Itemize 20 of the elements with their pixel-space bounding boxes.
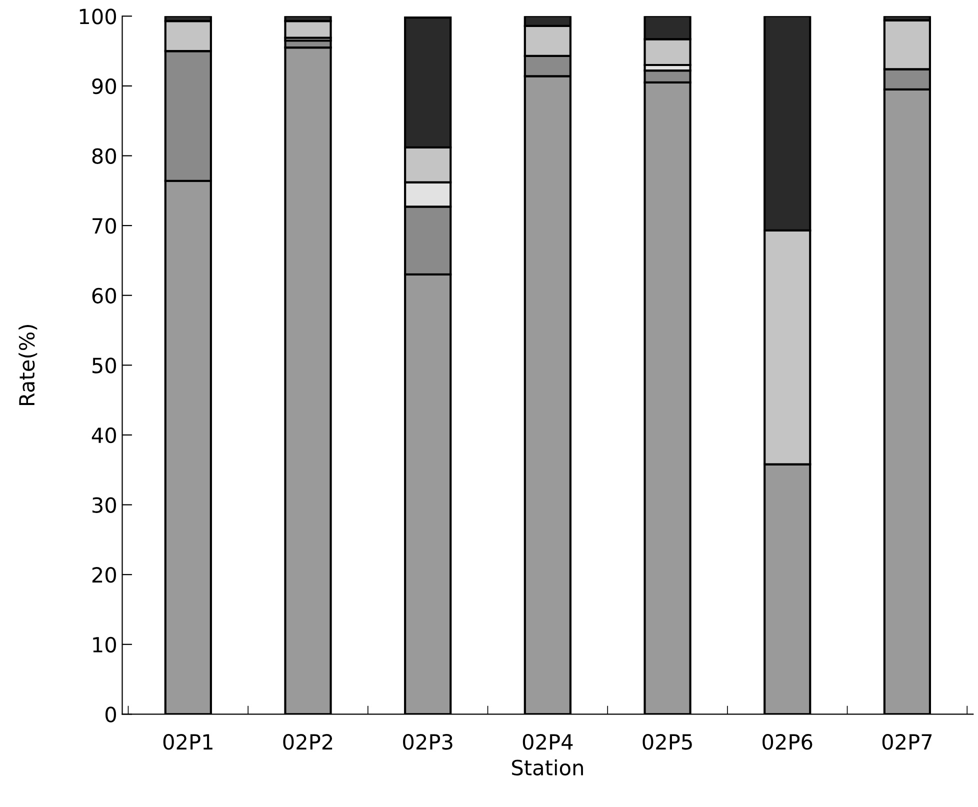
y-tick-label: 0 bbox=[106, 706, 116, 722]
x-tick-label: 02P7 bbox=[882, 734, 932, 750]
x-axis-title: Station bbox=[512, 759, 583, 776]
y-tick-label: 20 bbox=[92, 567, 116, 583]
y-tick-label: 80 bbox=[92, 148, 116, 164]
y-tick-label: 90 bbox=[92, 78, 116, 94]
x-tick-label: 02P2 bbox=[283, 734, 332, 750]
y-tick-label: 70 bbox=[92, 218, 116, 234]
x-tick-label: 02P4 bbox=[522, 734, 573, 750]
y-tick-label: 40 bbox=[92, 427, 116, 444]
x-tick-label: 02P6 bbox=[762, 734, 812, 750]
y-tick-label: 30 bbox=[92, 497, 116, 513]
x-tick-label: 02P3 bbox=[403, 734, 452, 750]
y-tick-label: 60 bbox=[92, 288, 116, 304]
y-tick-label: 100 bbox=[80, 8, 116, 24]
y-tick-label: 50 bbox=[92, 358, 116, 374]
x-tick-label: 02P1 bbox=[163, 734, 212, 750]
y-tick-label: 10 bbox=[93, 636, 116, 653]
y-axis-title: Rate(%) bbox=[18, 325, 38, 406]
x-tick-label: 02P5 bbox=[642, 734, 692, 750]
